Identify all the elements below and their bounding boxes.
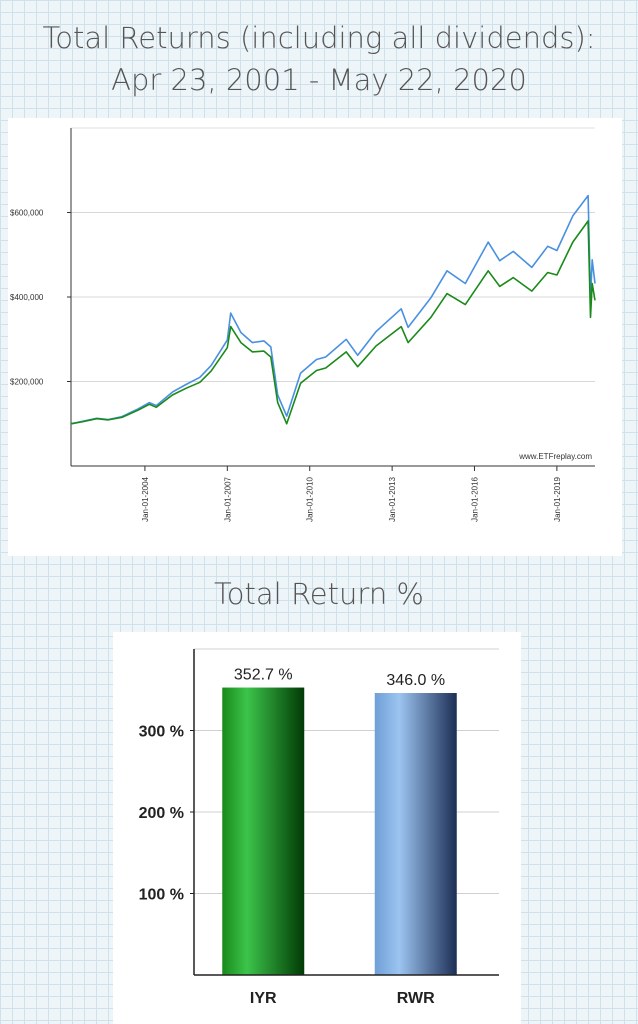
bar-chart: 100 % 200 % 300 % 352.7 % IYR 346.0 % RWR bbox=[139, 648, 499, 1007]
y-tick-label: $400,000 bbox=[10, 293, 44, 302]
bar-value-label: 352.7 % bbox=[234, 667, 293, 684]
x-tick-label: Jan-01-2019 bbox=[553, 476, 562, 521]
x-tick-label: Jan-01-2004 bbox=[141, 476, 150, 521]
category-label: RWR bbox=[397, 990, 435, 1007]
x-tick-label: Jan-01-2007 bbox=[223, 476, 232, 521]
line-chart-panel: $200,000 $400,000 $600,000 Jan-01-2004 Jan-0… bbox=[8, 118, 622, 556]
y-tick-label: 200 % bbox=[139, 805, 184, 822]
y-tick-label: 100 % bbox=[139, 887, 184, 904]
chart-title-line2: Apr 23, 2001 - May 22, 2020 bbox=[111, 63, 527, 97]
bar-rwr bbox=[374, 693, 457, 975]
series-line-0 bbox=[70, 194, 596, 425]
x-tick-label: Jan-01-2010 bbox=[306, 476, 315, 521]
bar-value-label: 346.0 % bbox=[386, 672, 445, 689]
x-tick-label: Jan-01-2013 bbox=[388, 476, 397, 521]
category-label: IYR bbox=[250, 990, 277, 1007]
x-tick-label: Jan-01-2016 bbox=[470, 476, 479, 521]
y-tick-label: 300 % bbox=[139, 724, 184, 741]
series-line-1 bbox=[70, 220, 596, 425]
watermark-label: www.ETFreplay.com bbox=[518, 452, 592, 461]
chart-title-line1: Total Returns (including all dividends): bbox=[42, 21, 596, 55]
bar-iyr bbox=[222, 687, 305, 975]
bar-chart-panel: 100 % 200 % 300 % 352.7 % IYR 346.0 % RWR bbox=[113, 632, 521, 1024]
y-tick-label: $600,000 bbox=[10, 209, 44, 218]
y-tick-label: $200,000 bbox=[10, 378, 44, 387]
line-chart: $200,000 $400,000 $600,000 Jan-01-2004 Jan-0… bbox=[10, 127, 596, 522]
bar-chart-title: Total Return % bbox=[214, 577, 424, 611]
